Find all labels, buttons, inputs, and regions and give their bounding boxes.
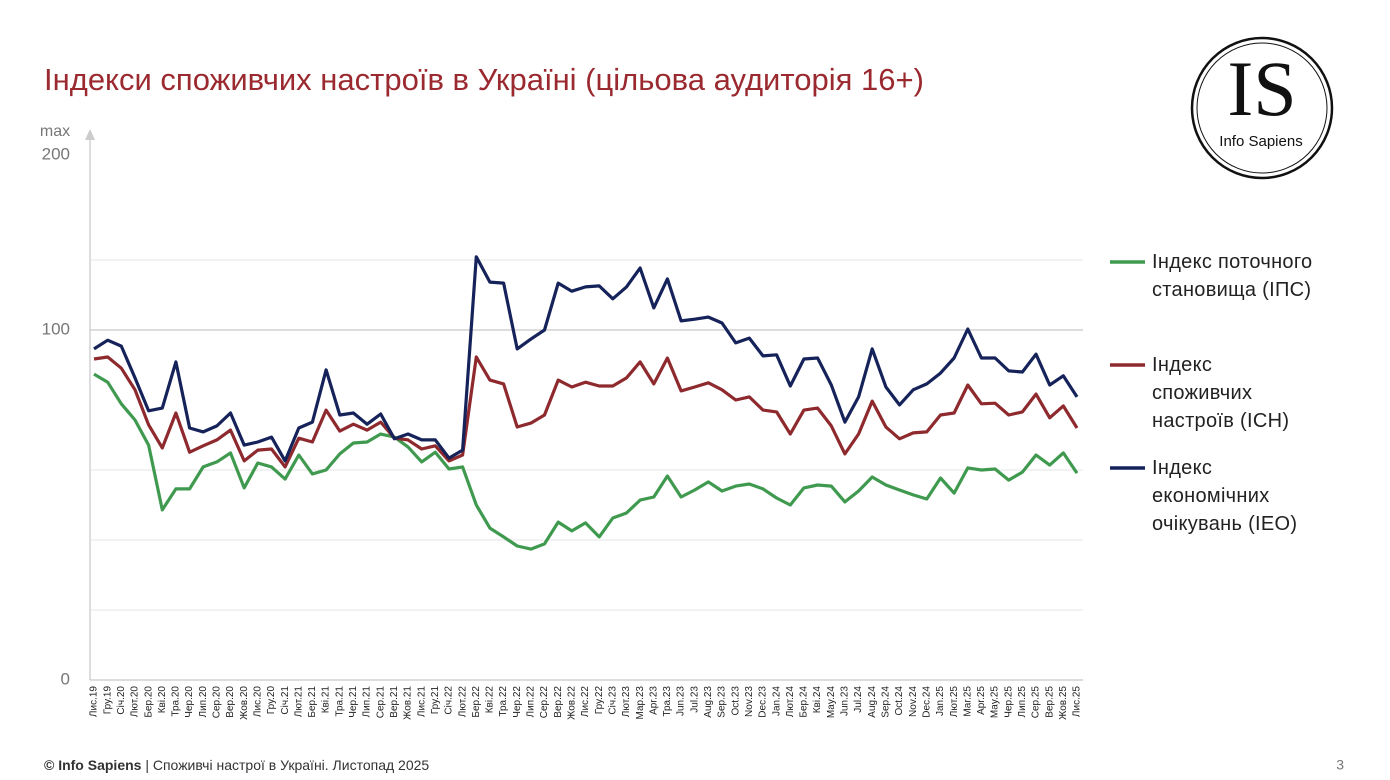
x-tick-label: Лип.21 bbox=[362, 686, 373, 718]
x-tick-label: Кві.22 bbox=[485, 686, 496, 714]
x-tick-label: Чер.25 bbox=[1003, 686, 1014, 718]
x-tick-label: Лис.20 bbox=[252, 686, 263, 717]
x-tick-label: Січ.23 bbox=[607, 686, 618, 715]
logo-ring bbox=[1196, 42, 1328, 174]
x-tick-label: Mar.25 bbox=[962, 686, 973, 717]
x-tick-label: May.24 bbox=[826, 686, 837, 718]
x-tick-label: Бер.21 bbox=[307, 686, 318, 718]
series-line bbox=[93, 355, 1079, 469]
x-tick-label: Oct.24 bbox=[894, 686, 905, 716]
x-tick-label: Лип.25 bbox=[1017, 686, 1028, 718]
x-tick-label: Жов.21 bbox=[403, 686, 414, 720]
x-tick-label: Сер.20 bbox=[212, 686, 223, 719]
x-tick-label: Nov.23 bbox=[744, 686, 755, 717]
x-tick-label: Лют.25 bbox=[949, 686, 960, 718]
y-axis-label: max bbox=[40, 123, 70, 140]
x-tick-label: Гру.19 bbox=[102, 686, 113, 715]
y-tick-label: 0 bbox=[61, 669, 70, 688]
x-tick-label: Вер.25 bbox=[1044, 686, 1055, 718]
x-tick-label: Jan.25 bbox=[935, 686, 946, 716]
x-tick-label: Jan.24 bbox=[771, 686, 782, 716]
x-tick-label: Тра.22 bbox=[498, 686, 509, 717]
x-tick-label: May.25 bbox=[990, 686, 1001, 718]
x-tick-label: Лют.21 bbox=[293, 686, 304, 718]
x-tick-label: Гру.22 bbox=[594, 686, 605, 715]
logo-mark: IS bbox=[1227, 45, 1296, 132]
x-tick-label: Тра.20 bbox=[171, 686, 182, 717]
axis-arrow bbox=[85, 129, 95, 140]
series-line bbox=[93, 255, 1079, 463]
x-tick-label: Кві.24 bbox=[812, 686, 823, 714]
legend-label: Індекс поточного становища (ІПС) bbox=[1152, 251, 1313, 301]
x-tick-label: Вер.20 bbox=[225, 686, 236, 718]
x-tick-label: Чер.22 bbox=[512, 686, 523, 718]
x-tick-label: Dec.23 bbox=[758, 686, 769, 718]
x-tick-label: Бер.22 bbox=[471, 686, 482, 718]
x-tick-label: Кві.20 bbox=[157, 686, 168, 714]
x-tick-label: Гру.20 bbox=[266, 686, 277, 715]
x-tick-label: Aug.24 bbox=[867, 686, 878, 718]
x-tick-label: Січ.20 bbox=[116, 686, 127, 715]
logo: IS Info Sapiens bbox=[1190, 36, 1334, 180]
x-tick-label: Лют.24 bbox=[785, 686, 796, 718]
footer-text: | Споживчі настрої в Україні. Листопад 2… bbox=[145, 757, 429, 773]
x-tick-label: Жов.20 bbox=[239, 686, 250, 720]
x-tick-label: Oct.23 bbox=[730, 686, 741, 716]
x-tick-label: Тра.21 bbox=[334, 686, 345, 717]
x-tick-label: Бер.24 bbox=[799, 686, 810, 718]
x-tick-label: Apr.25 bbox=[976, 686, 987, 715]
x-tick-label: Лип.22 bbox=[526, 686, 537, 718]
x-tick-label: Dec.24 bbox=[921, 686, 932, 718]
x-tick-label: Jun.23 bbox=[676, 686, 687, 716]
x-tick-label: Лис.22 bbox=[580, 686, 591, 717]
x-tick-label: Сер.22 bbox=[539, 686, 550, 719]
x-tick-label: Вер.21 bbox=[389, 686, 400, 718]
footer-source: © Info Sapiens bbox=[44, 757, 142, 773]
footer: © Info Sapiens | Споживчі настрої в Укра… bbox=[44, 757, 429, 773]
x-tick-label: Лип.20 bbox=[198, 686, 209, 718]
x-tick-label: Лют.20 bbox=[130, 686, 141, 718]
x-tick-label: Вер.22 bbox=[553, 686, 564, 718]
x-tick-label: Jul.24 bbox=[853, 686, 864, 713]
x-tick-label: Лис.25 bbox=[1072, 686, 1083, 717]
x-tick-label: Sep.23 bbox=[717, 686, 728, 718]
legend-label: Індекс економічних очікувань (ІЕО) bbox=[1152, 457, 1298, 535]
x-tick-label: Тра.23 bbox=[662, 686, 673, 717]
x-tick-label: Сер.25 bbox=[1031, 686, 1042, 719]
series-line bbox=[93, 372, 1079, 551]
x-tick-label: Бер.20 bbox=[143, 686, 154, 718]
x-tick-label: Aug.23 bbox=[703, 686, 714, 718]
y-tick-label: 200 bbox=[42, 144, 70, 163]
logo-text: Info Sapiens bbox=[1219, 133, 1302, 150]
x-tick-label: Лют.23 bbox=[621, 686, 632, 718]
x-tick-label: Жов.22 bbox=[566, 686, 577, 720]
y-tick-label: 100 bbox=[42, 319, 70, 338]
x-tick-label: Лис.21 bbox=[416, 686, 427, 717]
x-tick-label: Січ.22 bbox=[444, 686, 455, 715]
x-tick-label: Apr.23 bbox=[648, 686, 659, 715]
x-tick-label: Jun.23 bbox=[840, 686, 851, 716]
x-tick-label: Січ.21 bbox=[280, 686, 291, 715]
x-tick-label: Чер.20 bbox=[184, 686, 195, 718]
x-tick-label: Jul.23 bbox=[689, 686, 700, 713]
x-tick-label: Сер.21 bbox=[375, 686, 386, 719]
x-tick-label: Кві.21 bbox=[321, 686, 332, 714]
page-number: 3 bbox=[1336, 757, 1344, 773]
x-tick-label: Чер.21 bbox=[348, 686, 359, 718]
x-tick-label: Sep.24 bbox=[881, 686, 892, 718]
x-tick-label: Мар.23 bbox=[635, 686, 646, 720]
chart-title: Індекси споживчих настроїв в Україні (ці… bbox=[44, 62, 924, 97]
logo-ring bbox=[1190, 36, 1334, 180]
x-tick-label: Лют.22 bbox=[457, 686, 468, 718]
x-tick-label: Лис.19 bbox=[89, 686, 100, 717]
x-tick-label: Жов.25 bbox=[1058, 686, 1069, 720]
x-tick-label: Nov.24 bbox=[908, 686, 919, 717]
x-tick-label: Гру.21 bbox=[430, 686, 441, 715]
legend-label: Індекс споживчих настроїв (ІСН) bbox=[1152, 354, 1290, 432]
